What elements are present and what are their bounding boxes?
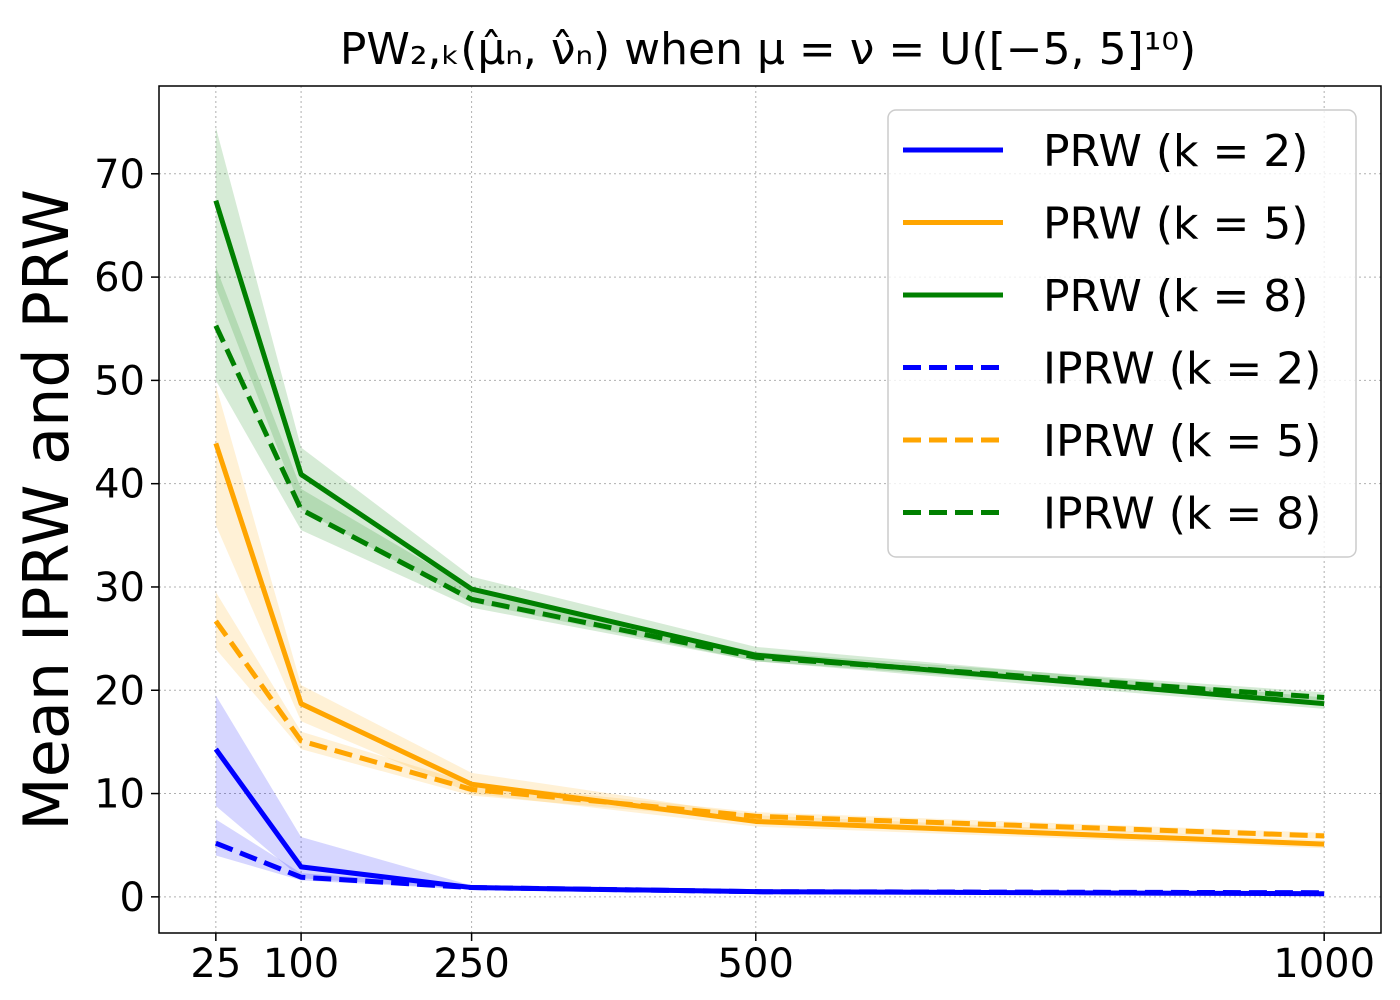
legend-label: PRW (k = 2) (1043, 126, 1308, 177)
x-tick-label: 500 (718, 941, 794, 987)
legend-label: IPRW (k = 5) (1043, 416, 1321, 467)
legend-box (887, 109, 1357, 558)
legend: PRW (k = 2) PRW (k = 5) PRW (k = 8) IPRW (k… (887, 109, 1357, 558)
confidence-band (215, 695, 1325, 895)
legend-label: PRW (k = 8) (1043, 271, 1308, 322)
series-line (213, 324, 1325, 700)
y-tick-label: 40 (94, 462, 145, 508)
y-axis-label: Mean IPRW and PRW (10, 189, 83, 831)
series-line (213, 619, 1325, 839)
axis-ticks: 25 100 250 500 1000 0 10 20 30 40 50 60 70 (94, 152, 1375, 987)
x-tick-label: 250 (433, 941, 509, 987)
legend-label: PRW (k = 5) (1043, 199, 1308, 250)
x-tick-label: 100 (263, 941, 339, 987)
series-line (214, 840, 1325, 896)
x-tick-label: 1000 (1273, 941, 1375, 987)
confidence-band (215, 592, 1325, 840)
legend-label: IPRW (k = 8) (1043, 489, 1321, 540)
y-tick-label: 50 (94, 358, 145, 404)
series-line (213, 442, 1325, 847)
chart-title: PW₂,ₖ(μ̂ₙ, ν̂ₙ) when μ = ν = U([−5, 5]¹⁰… (340, 24, 1196, 75)
x-tick-label: 25 (190, 941, 241, 987)
y-tick-label: 70 (94, 152, 145, 198)
y-tick-label: 10 (94, 772, 145, 818)
y-tick-label: 60 (94, 255, 145, 301)
confidence-bands (215, 127, 1325, 895)
legend-label: IPRW (k = 2) (1043, 344, 1321, 395)
grid (159, 86, 1381, 933)
plot-frame (158, 85, 1382, 934)
y-tick-label: 0 (120, 875, 145, 921)
y-tick-label: 20 (94, 668, 145, 714)
y-tick-label: 30 (94, 565, 145, 611)
series-lines (213, 199, 1325, 897)
